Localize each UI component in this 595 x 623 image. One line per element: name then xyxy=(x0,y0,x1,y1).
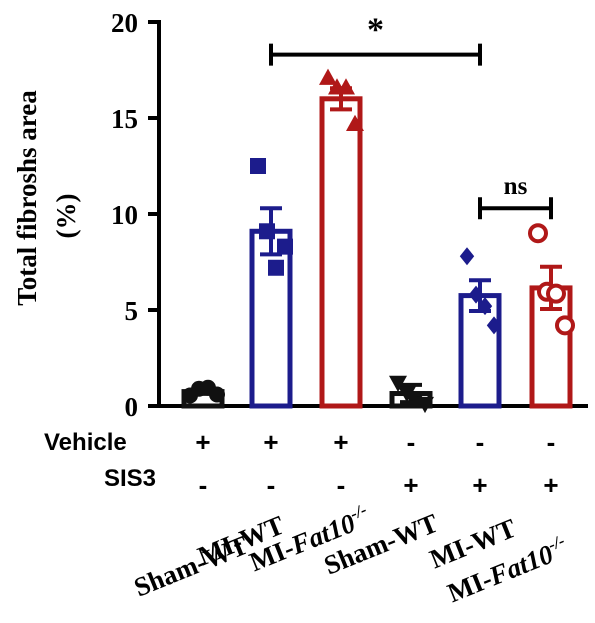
data-point xyxy=(346,114,364,131)
data-point xyxy=(407,391,425,408)
data-point xyxy=(459,247,475,266)
sis3-sign: + xyxy=(543,470,558,500)
sis3-sign: - xyxy=(199,470,208,500)
vehicle-sign: - xyxy=(476,427,485,457)
data-point xyxy=(277,238,293,255)
annotation-label: ns xyxy=(504,173,528,200)
bars xyxy=(181,86,573,409)
data-point xyxy=(389,375,407,392)
group-label-ko: -/- xyxy=(545,531,567,555)
y-tick-label: 20 xyxy=(111,8,138,38)
vehicle-sign: + xyxy=(195,427,210,457)
significance-annotations: * ns xyxy=(269,12,553,220)
y-tick-label: 10 xyxy=(111,200,138,230)
bar xyxy=(249,228,293,409)
data-point xyxy=(468,285,484,304)
sis3-sign: + xyxy=(403,470,418,500)
y-axis-label-line1: Total fibroshs area xyxy=(12,90,42,306)
data-point xyxy=(477,297,493,316)
vehicle-sign: + xyxy=(263,427,278,457)
group-label-ko: -/- xyxy=(347,500,369,524)
data-point xyxy=(337,78,355,95)
y-axis-label-line2: (%) xyxy=(51,194,81,239)
group-labels: Sham-WT MI-WT MI-Fat10-/- Sham-WT MI-WT … xyxy=(130,500,568,608)
y-tick-label: 0 xyxy=(125,392,139,422)
data-point xyxy=(486,316,502,335)
data-point xyxy=(555,315,575,336)
data-point xyxy=(546,283,566,304)
data-point xyxy=(259,223,275,240)
data-point xyxy=(319,68,337,85)
sis3-sign: - xyxy=(337,470,346,500)
y-axis-label: Total fibroshs area (%) xyxy=(12,90,81,306)
data-point xyxy=(209,386,225,403)
treatment-signs: + + + - - - - - - + + + xyxy=(195,427,558,500)
vehicle-sign: - xyxy=(547,427,556,457)
vehicle-sign: - xyxy=(407,427,416,457)
annotation-label: * xyxy=(367,12,384,49)
data-point xyxy=(416,396,434,414)
sis3-sign: + xyxy=(472,470,487,500)
vehicle-sign: + xyxy=(333,427,348,457)
data-point xyxy=(268,259,284,276)
data-point xyxy=(528,223,548,244)
bar xyxy=(319,96,363,409)
y-tick-label: 15 xyxy=(111,104,138,134)
data-points xyxy=(182,68,575,414)
sis3-sign: - xyxy=(267,470,276,500)
y-tick-label: 5 xyxy=(125,296,139,326)
row-label-sis3: SIS3 xyxy=(104,465,156,492)
data-point xyxy=(250,158,266,174)
row-label-vehicle: Vehicle xyxy=(44,429,127,456)
data-point xyxy=(398,386,416,403)
y-ticks: 0 5 10 15 20 xyxy=(111,8,159,422)
